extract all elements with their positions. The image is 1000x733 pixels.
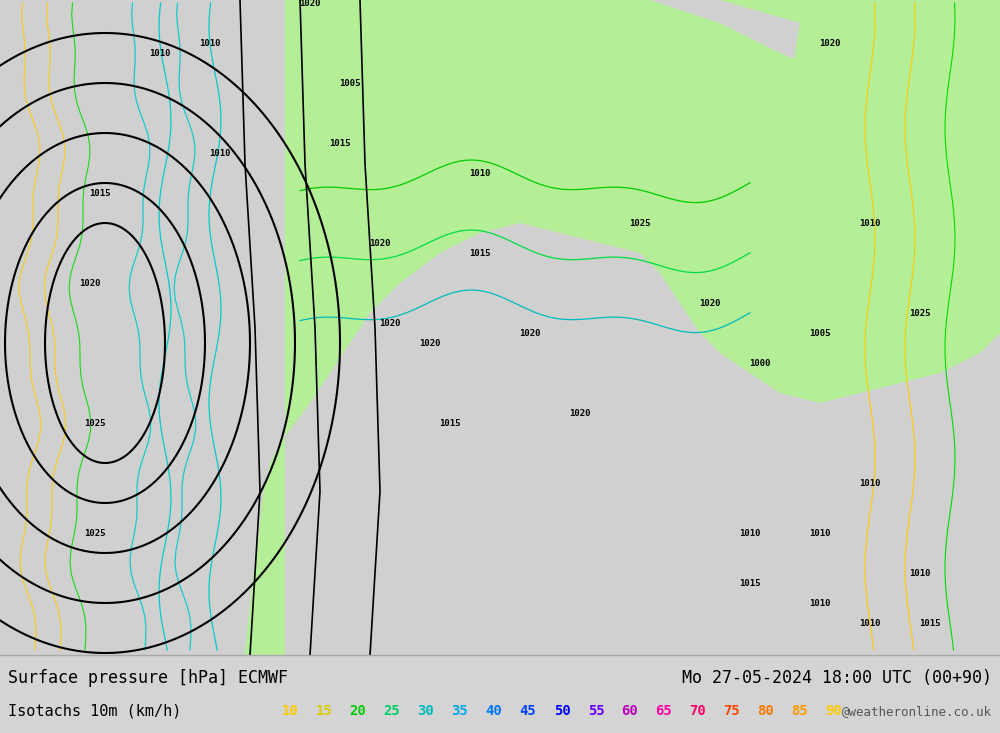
Text: 65: 65 bbox=[656, 704, 672, 718]
Text: 1010: 1010 bbox=[809, 528, 831, 537]
Text: Surface pressure [hPa] ECMWF: Surface pressure [hPa] ECMWF bbox=[8, 669, 288, 688]
Text: 1020: 1020 bbox=[79, 279, 101, 287]
Text: 1015: 1015 bbox=[469, 248, 491, 257]
Text: 1020: 1020 bbox=[369, 238, 391, 248]
Text: 1010: 1010 bbox=[199, 39, 221, 48]
Text: 1015: 1015 bbox=[89, 188, 111, 197]
Text: 20: 20 bbox=[350, 704, 366, 718]
Text: 55: 55 bbox=[588, 704, 604, 718]
Text: 1010: 1010 bbox=[469, 169, 491, 177]
Text: 1010: 1010 bbox=[859, 479, 881, 487]
Text: 1015: 1015 bbox=[329, 139, 351, 147]
Text: 1000: 1000 bbox=[749, 358, 771, 367]
Text: 1010: 1010 bbox=[209, 149, 231, 158]
Text: 1010: 1010 bbox=[909, 569, 931, 578]
Text: 50: 50 bbox=[554, 704, 570, 718]
Text: 35: 35 bbox=[452, 704, 468, 718]
Text: Isotachs 10m (km/h): Isotachs 10m (km/h) bbox=[8, 704, 181, 718]
Text: 10: 10 bbox=[282, 704, 298, 718]
Text: 1010: 1010 bbox=[149, 48, 171, 57]
Text: 1015: 1015 bbox=[439, 419, 461, 427]
Text: 1010: 1010 bbox=[739, 528, 761, 537]
Text: 85: 85 bbox=[792, 704, 808, 718]
Text: 90: 90 bbox=[826, 704, 842, 718]
Polygon shape bbox=[680, 0, 1000, 313]
Text: 1015: 1015 bbox=[739, 578, 761, 588]
Text: 40: 40 bbox=[486, 704, 502, 718]
Text: 1020: 1020 bbox=[519, 328, 541, 337]
Polygon shape bbox=[244, 0, 1000, 655]
Text: 1025: 1025 bbox=[84, 528, 106, 537]
Text: 1020: 1020 bbox=[299, 0, 321, 7]
Text: 1020: 1020 bbox=[569, 408, 591, 418]
Text: 1020: 1020 bbox=[419, 339, 441, 347]
Text: 1015: 1015 bbox=[919, 619, 941, 627]
Text: 1005: 1005 bbox=[339, 78, 361, 87]
Text: 1025: 1025 bbox=[629, 218, 651, 227]
Text: 1010: 1010 bbox=[809, 599, 831, 608]
Text: 25: 25 bbox=[384, 704, 400, 718]
Text: 1005: 1005 bbox=[809, 328, 831, 337]
Text: 1025: 1025 bbox=[84, 419, 106, 427]
Text: 1020: 1020 bbox=[379, 319, 401, 328]
Text: 45: 45 bbox=[520, 704, 536, 718]
Text: 1020: 1020 bbox=[819, 39, 841, 48]
Text: 75: 75 bbox=[724, 704, 740, 718]
Text: Mo 27-05-2024 18:00 UTC (00+90): Mo 27-05-2024 18:00 UTC (00+90) bbox=[682, 669, 992, 688]
Text: 60: 60 bbox=[622, 704, 638, 718]
Text: 80: 80 bbox=[758, 704, 774, 718]
Text: 1010: 1010 bbox=[859, 619, 881, 627]
Text: 1010: 1010 bbox=[859, 218, 881, 227]
Text: @weatheronline.co.uk: @weatheronline.co.uk bbox=[842, 704, 992, 718]
Text: 1020: 1020 bbox=[699, 298, 721, 308]
Text: 30: 30 bbox=[418, 704, 434, 718]
Bar bbox=[0, 0, 1000, 655]
Text: 1025: 1025 bbox=[909, 309, 931, 317]
Text: 15: 15 bbox=[316, 704, 332, 718]
Text: 70: 70 bbox=[690, 704, 706, 718]
Bar bbox=[0, 655, 1000, 733]
